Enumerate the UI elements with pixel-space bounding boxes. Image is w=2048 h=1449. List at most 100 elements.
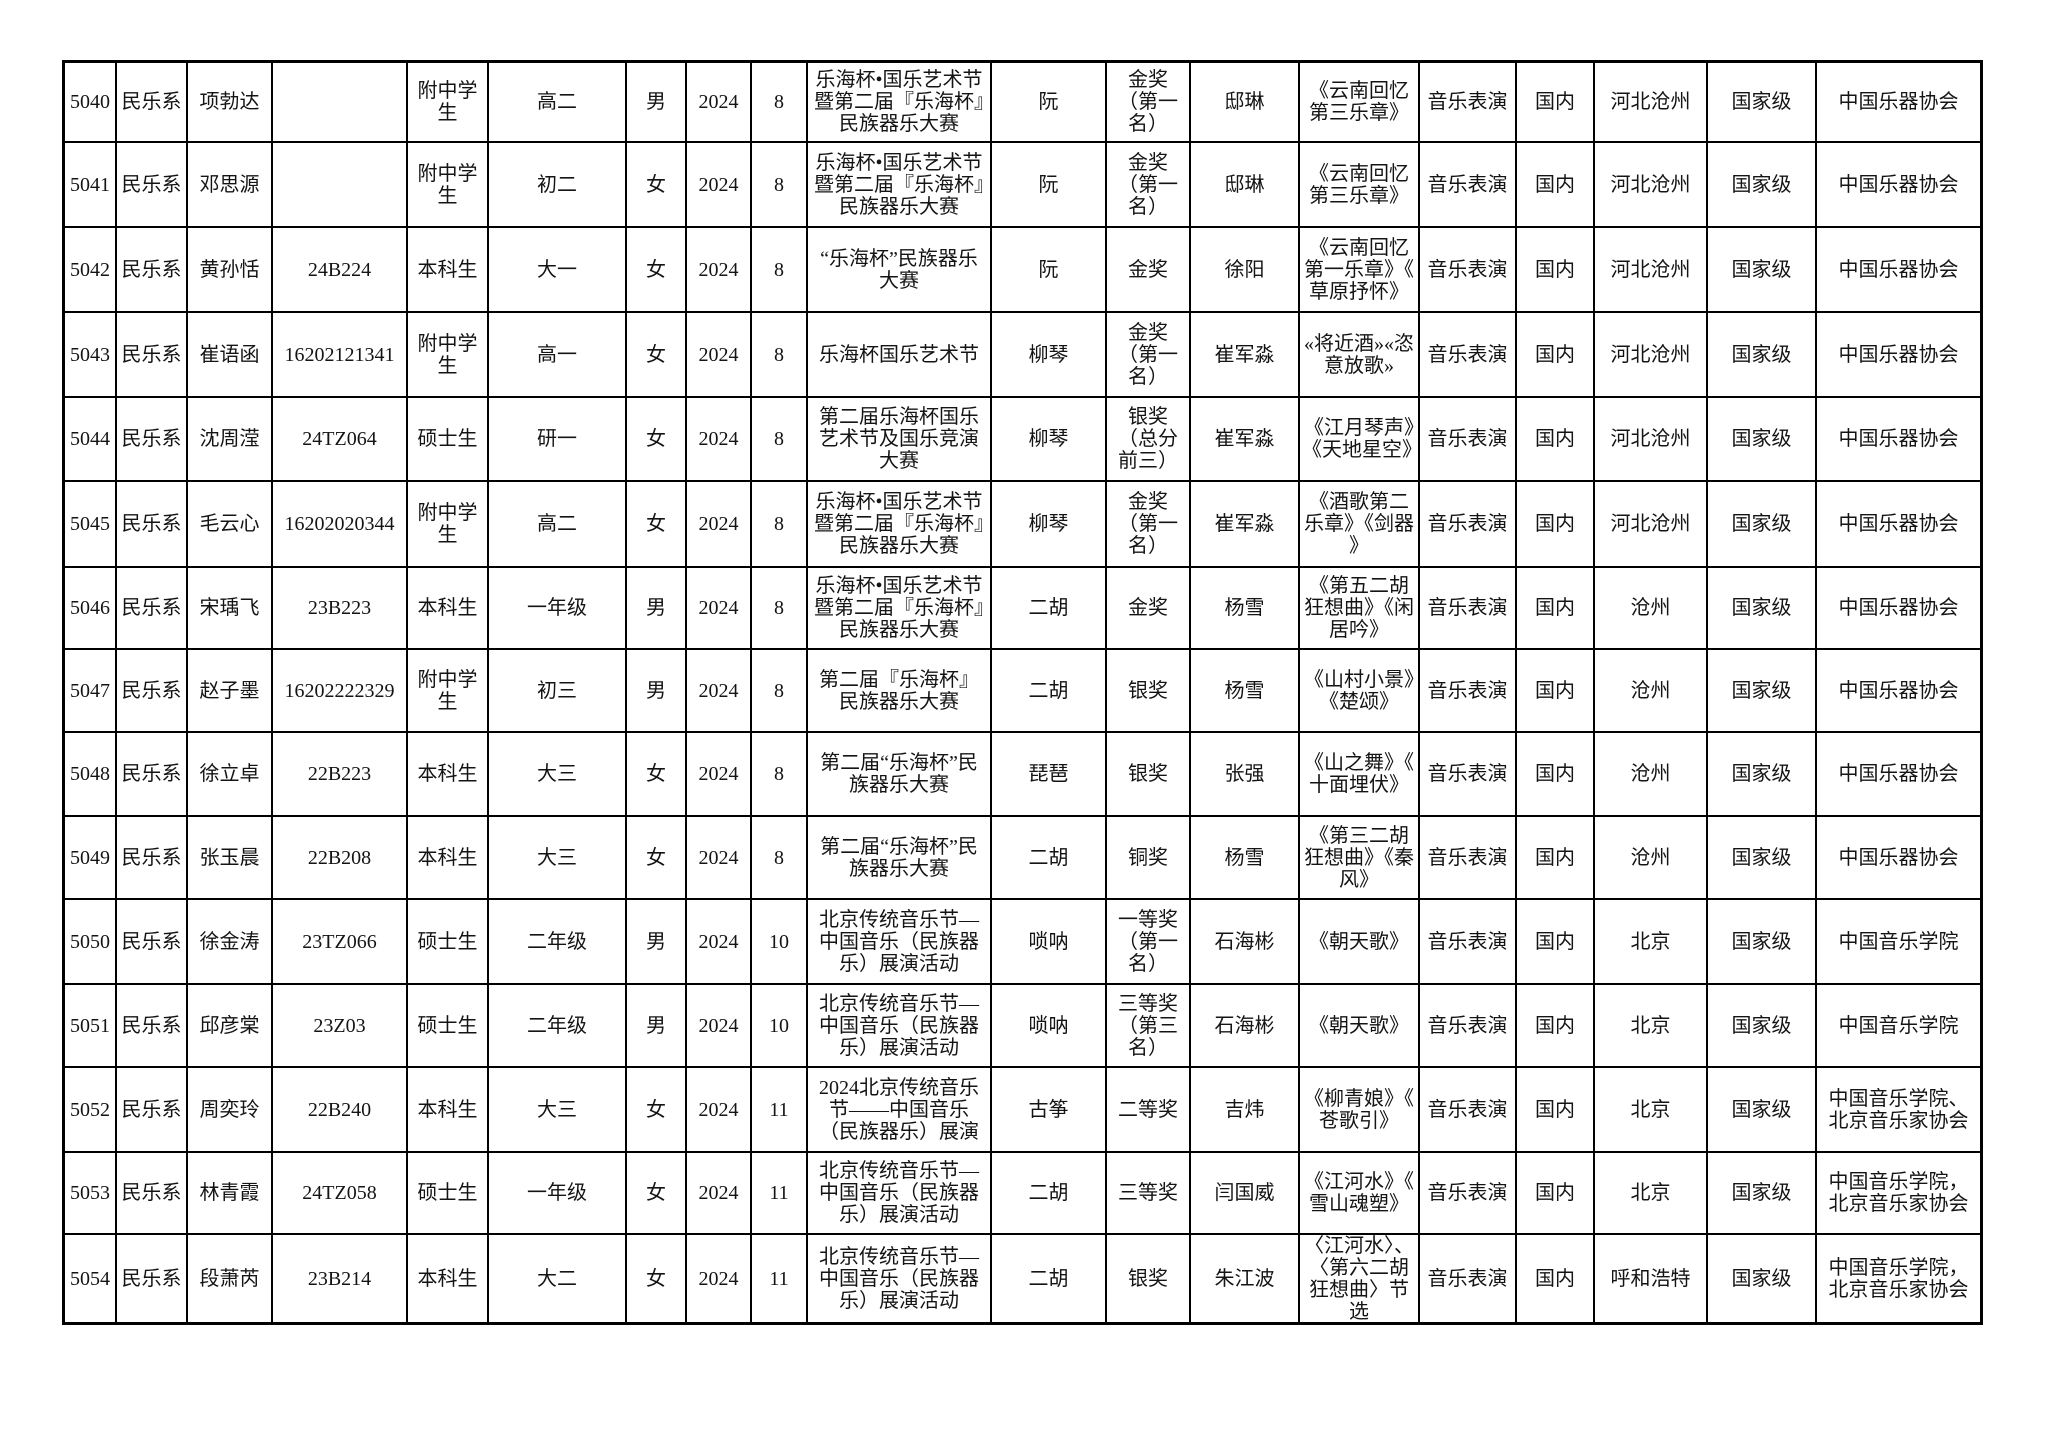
cell-text: 8 xyxy=(774,513,784,535)
cell-award: 金奖（第一名） xyxy=(1107,63,1191,143)
cell-scope: 国内 xyxy=(1517,313,1595,398)
cell-text: 阮 xyxy=(1038,91,1059,113)
cell-student-type: 附中学生 xyxy=(408,650,489,733)
cell-gender: 女 xyxy=(627,1235,687,1322)
cell-text: 硕士生 xyxy=(417,1182,478,1204)
cell-text: 邓思源 xyxy=(199,173,260,196)
cell-text: 沧州 xyxy=(1630,679,1671,702)
cell-year: 2024 xyxy=(687,650,752,733)
cell-award: 金奖 xyxy=(1107,568,1191,650)
cell-scope: 国内 xyxy=(1517,1235,1595,1322)
cell-text: 中国乐器协会 xyxy=(1838,258,1959,281)
cell-text: 民乐系 xyxy=(121,679,182,702)
cell-text: 《第三二胡狂想曲》《秦风》 xyxy=(1304,824,1414,891)
cell-text: 赵子墨 xyxy=(199,679,260,702)
cell-level: 国家级 xyxy=(1708,143,1817,228)
cell-level: 国家级 xyxy=(1708,817,1817,900)
cell-text: 杨雪 xyxy=(1224,679,1265,702)
cell-text: 2024 xyxy=(698,930,739,953)
cell-year: 2024 xyxy=(687,143,752,228)
cell-text: 中国乐器协会 xyxy=(1838,91,1959,113)
cell-serial: 5050 xyxy=(65,900,117,985)
cell-text: 音乐表演 xyxy=(1427,343,1508,366)
cell-month: 8 xyxy=(752,398,808,482)
cell-location: 河北沧州 xyxy=(1595,482,1708,568)
cell-organizer: 中国乐器协会 xyxy=(1817,568,1980,650)
cell-text: 8 xyxy=(774,679,784,702)
cell-text: 22B223 xyxy=(307,763,372,785)
cell-competition: 北京传统音乐节—中国音乐（民族器乐）展演活动 xyxy=(808,1153,992,1235)
cell-gender: 女 xyxy=(627,1068,687,1153)
cell-text: 北京 xyxy=(1630,1098,1671,1121)
cell-text: «将近酒»«恣意放歌» xyxy=(1304,332,1414,377)
cell-text: 音乐表演 xyxy=(1427,763,1508,785)
cell-month: 8 xyxy=(752,63,808,143)
cell-location: 北京 xyxy=(1595,900,1708,985)
cell-student-id: 24TZ058 xyxy=(273,1153,408,1235)
cell-scope: 国内 xyxy=(1517,733,1595,817)
cell-text: 《朝天歌》 xyxy=(1309,1014,1409,1037)
cell-grade: 高二 xyxy=(489,482,627,568)
cell-text: 金奖 xyxy=(1128,258,1168,281)
cell-competition: 北京传统音乐节—中国音乐（民族器乐）展演活动 xyxy=(808,985,992,1068)
cell-text: 2024 xyxy=(698,513,739,535)
cell-grade: 大一 xyxy=(489,228,627,313)
cell-text: 徐阳 xyxy=(1224,258,1265,281)
cell-text: 北京 xyxy=(1630,930,1671,953)
cell-serial: 5051 xyxy=(65,985,117,1068)
cell-text: 2024 xyxy=(698,846,739,869)
cell-text: 河北沧州 xyxy=(1610,173,1691,196)
cell-repertoire: 《云南回忆第三乐章》 xyxy=(1300,143,1420,228)
cell-advisor: 崔军淼 xyxy=(1191,313,1300,398)
cell-text: 石海彬 xyxy=(1214,1014,1275,1037)
cell-text: 8 xyxy=(774,428,784,450)
cell-text: 杨雪 xyxy=(1224,846,1265,869)
cell-department: 民乐系 xyxy=(117,985,188,1068)
cell-text: 第二届乐海杯国乐艺术节及国乐竞演大赛 xyxy=(819,406,979,472)
cell-location: 河北沧州 xyxy=(1595,313,1708,398)
cell-text: 国内 xyxy=(1535,679,1575,702)
cell-organizer: 中国乐器协会 xyxy=(1817,650,1980,733)
cell-text: 8 xyxy=(774,846,784,869)
cell-award: 银奖 xyxy=(1107,650,1191,733)
cell-text: 5043 xyxy=(70,343,110,366)
cell-student-type: 附中学生 xyxy=(408,63,489,143)
cell-instrument: 琵琶 xyxy=(992,733,1107,817)
cell-grade: 大三 xyxy=(489,1068,627,1153)
cell-name: 徐立卓 xyxy=(188,733,273,817)
cell-text: 女 xyxy=(646,513,666,535)
cell-text: 民乐系 xyxy=(121,258,182,281)
cell-serial: 5045 xyxy=(65,482,117,568)
cell-text: 本科生 xyxy=(417,846,478,869)
cell-year: 2024 xyxy=(687,985,752,1068)
cell-repertoire: 《第五二胡狂想曲》《闲居吟》 xyxy=(1300,568,1420,650)
cell-serial: 5049 xyxy=(65,817,117,900)
cell-student-type: 本科生 xyxy=(408,1068,489,1153)
cell-major: 音乐表演 xyxy=(1420,482,1517,568)
cell-repertoire: 《云南回忆第一乐章》《草原抒怀》 xyxy=(1300,228,1420,313)
cell-text: 银奖 xyxy=(1128,1267,1168,1290)
cell-name: 邱彦棠 xyxy=(188,985,273,1068)
cell-text: 一等奖（第一名） xyxy=(1118,908,1178,975)
cell-grade: 二年级 xyxy=(489,900,627,985)
cell-text: 银奖（总分前三） xyxy=(1118,406,1178,472)
cell-location: 河北沧州 xyxy=(1595,398,1708,482)
cell-year: 2024 xyxy=(687,313,752,398)
cell-gender: 女 xyxy=(627,143,687,228)
cell-text: 民乐系 xyxy=(121,173,182,196)
cell-instrument: 柳琴 xyxy=(992,482,1107,568)
cell-text: 24TZ064 xyxy=(302,428,377,450)
cell-text: 2024 xyxy=(698,1098,739,1121)
cell-text: 北京 xyxy=(1630,1014,1671,1037)
cell-major: 音乐表演 xyxy=(1420,63,1517,143)
cell-instrument: 唢呐 xyxy=(992,900,1107,985)
cell-text: 三等奖 xyxy=(1118,1182,1178,1204)
cell-student-id: 22B240 xyxy=(273,1068,408,1153)
cell-year: 2024 xyxy=(687,1153,752,1235)
cell-award: 银奖 xyxy=(1107,1235,1191,1322)
cell-text: 中国乐器协会 xyxy=(1838,173,1959,196)
cell-text: 宋瑀飞 xyxy=(199,597,260,619)
cell-text: 银奖 xyxy=(1128,763,1168,785)
cell-name: 段萧芮 xyxy=(188,1235,273,1322)
cell-text: 《山之舞》《十面埋伏》 xyxy=(1304,752,1414,796)
